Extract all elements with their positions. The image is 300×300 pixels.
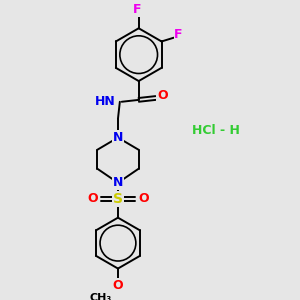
Text: S: S (113, 192, 123, 206)
Text: N: N (113, 176, 123, 189)
Text: O: O (157, 89, 168, 102)
Text: F: F (133, 3, 141, 16)
Text: O: O (113, 279, 123, 292)
Text: F: F (174, 28, 183, 41)
Text: HN: HN (94, 95, 115, 108)
Text: O: O (87, 192, 98, 205)
Text: CH₃: CH₃ (90, 293, 112, 300)
Text: N: N (113, 131, 123, 144)
Text: HCl - H: HCl - H (192, 124, 240, 136)
Text: O: O (138, 192, 149, 205)
